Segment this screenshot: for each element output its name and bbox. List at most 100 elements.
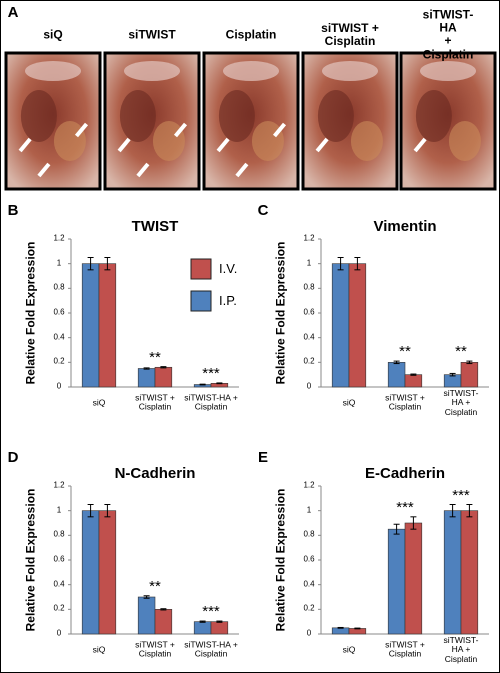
photo-detail xyxy=(124,61,180,81)
y-tick-label: 0.4 xyxy=(303,332,315,342)
x-tick-label: siTWIST-HA + Cisplatin xyxy=(443,387,479,417)
y-axis-label: Relative Fold Expression xyxy=(23,241,38,385)
arrow xyxy=(18,137,32,153)
bar xyxy=(387,528,406,635)
photo-detail xyxy=(322,61,378,81)
y-tick-label: 0.6 xyxy=(303,307,315,317)
chart-title: Vimentin xyxy=(373,217,437,235)
bar xyxy=(443,510,462,635)
arrow xyxy=(37,162,51,178)
legend-swatch xyxy=(190,290,212,312)
arrow xyxy=(315,137,329,153)
legend-label: I.P. xyxy=(219,292,237,308)
bar xyxy=(154,609,173,635)
photo-label: siTWIST xyxy=(128,27,176,42)
chart-title: TWIST xyxy=(131,217,179,235)
y-tick-label: 0 xyxy=(306,628,312,638)
x-tick-label: siTWIST + Cisplatin xyxy=(385,639,425,659)
x-tick-label: siTWIST-HA + Cisplatin xyxy=(184,639,238,659)
arrow xyxy=(272,122,287,138)
legend-swatch xyxy=(190,258,212,280)
arrow xyxy=(117,137,131,153)
photo-detail xyxy=(20,90,57,142)
x-tick-label: siTWIST + Cisplatin xyxy=(135,639,175,659)
y-tick-label: 1.2 xyxy=(303,233,315,243)
y-tick-label: 1 xyxy=(306,258,312,268)
y-tick-label: 0 xyxy=(306,381,312,391)
photo-label: siTWIST + Cisplatin xyxy=(321,20,379,48)
photo-detail xyxy=(119,90,156,142)
bar xyxy=(460,362,479,388)
photo-detail xyxy=(152,121,185,161)
y-axis-label: Relative Fold Expression xyxy=(23,488,38,632)
y-tick-label: 0 xyxy=(56,628,62,638)
significance-label: *** xyxy=(202,602,220,620)
bar xyxy=(460,510,479,635)
arrow xyxy=(216,137,230,153)
panel-letter: D xyxy=(7,448,19,466)
y-tick-label: 0.6 xyxy=(303,554,315,564)
y-tick-label: 1 xyxy=(56,258,62,268)
significance-label: ** xyxy=(149,577,161,595)
chart-title: N-Cadherin xyxy=(114,464,196,482)
y-tick-label: 0.6 xyxy=(53,307,65,317)
panel-letter: C xyxy=(257,201,269,219)
y-tick-label: 0.4 xyxy=(53,332,65,342)
photo-detail xyxy=(420,61,476,81)
bar xyxy=(348,263,367,388)
significance-label: ** xyxy=(455,342,467,360)
x-tick-label: siQ xyxy=(342,397,356,408)
y-tick-label: 0.2 xyxy=(53,603,65,613)
x-tick-label: siTWIST-HA + Cisplatin xyxy=(184,392,238,412)
photo-detail xyxy=(53,121,86,161)
significance-label: *** xyxy=(202,364,220,382)
y-tick-label: 0.8 xyxy=(303,529,315,539)
y-tick-label: 1.2 xyxy=(303,480,315,490)
y-tick-label: 1 xyxy=(306,505,312,515)
x-tick-label: siQ xyxy=(342,644,356,655)
panel-letter: E xyxy=(257,448,269,466)
bar xyxy=(387,362,406,388)
panel-letter: A xyxy=(7,3,19,21)
bar xyxy=(154,366,173,388)
x-tick-label: siTWIST + Cisplatin xyxy=(135,392,175,412)
x-tick-label: siTWIST-HA + Cisplatin xyxy=(443,634,479,664)
y-tick-label: 1.2 xyxy=(53,480,65,490)
photo-detail xyxy=(223,61,279,81)
y-tick-label: 0.2 xyxy=(53,356,65,366)
photo-detail xyxy=(448,121,481,161)
bar xyxy=(331,627,350,635)
significance-label: *** xyxy=(452,486,470,504)
y-tick-label: 0 xyxy=(56,381,62,391)
y-tick-label: 0.4 xyxy=(303,579,315,589)
y-tick-label: 0.8 xyxy=(53,282,65,292)
bar xyxy=(98,510,117,635)
photo-label: siQ xyxy=(43,27,63,42)
bar xyxy=(404,374,423,388)
bar xyxy=(193,621,212,635)
arrow xyxy=(235,162,249,178)
x-tick-label: siQ xyxy=(92,644,106,655)
y-tick-label: 1.2 xyxy=(53,233,65,243)
photo-detail xyxy=(317,90,354,142)
y-tick-label: 0.8 xyxy=(53,529,65,539)
significance-label: ** xyxy=(149,348,161,366)
panel-letter: B xyxy=(7,201,19,219)
bar xyxy=(137,596,156,635)
bar xyxy=(443,374,462,388)
y-tick-label: 1 xyxy=(56,505,62,515)
significance-label: *** xyxy=(396,498,414,516)
y-tick-label: 0.4 xyxy=(53,579,65,589)
photo-detail xyxy=(415,90,452,142)
significance-label: ** xyxy=(399,342,411,360)
chart-title: E-Cadherin xyxy=(364,464,446,482)
bar xyxy=(81,510,100,635)
y-tick-label: 0.8 xyxy=(303,282,315,292)
bar xyxy=(210,621,229,635)
legend-label: I.V. xyxy=(219,260,238,276)
arrow xyxy=(173,122,188,138)
photo-label: Cisplatin xyxy=(225,27,277,42)
arrow xyxy=(136,162,150,178)
photo-label: siTWIST-HA + Cisplatin xyxy=(422,7,474,62)
